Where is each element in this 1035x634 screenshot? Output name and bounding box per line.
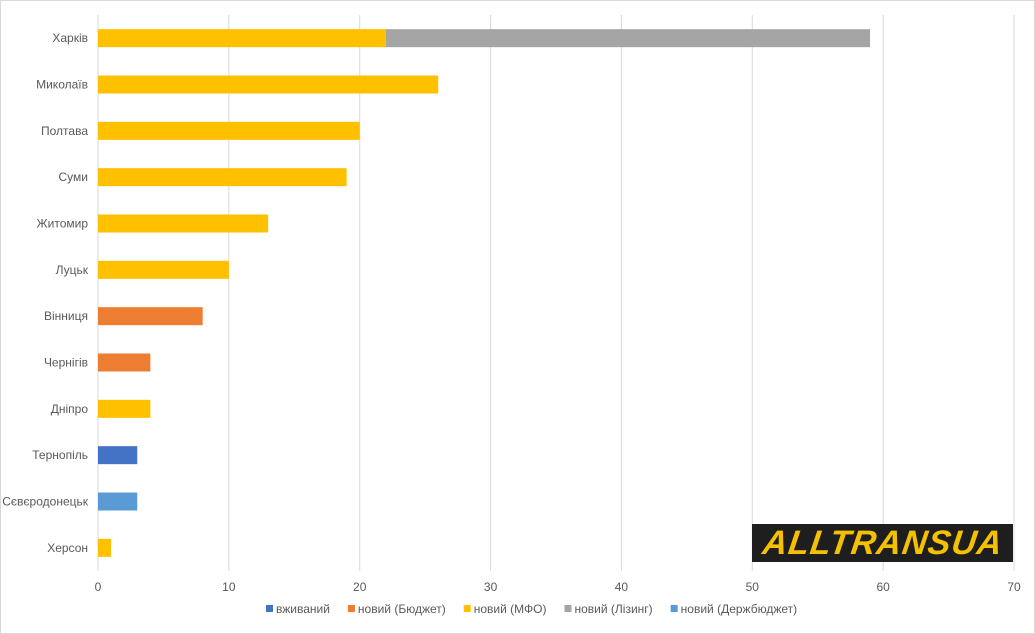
- bar-segment: [98, 353, 151, 372]
- x-tick-label: 20: [353, 580, 367, 594]
- bar-segment: [98, 121, 360, 140]
- alltransua-logo: ALLTRANSUA: [752, 524, 1013, 562]
- x-tick-label: 40: [615, 580, 629, 594]
- bar-segment: [98, 446, 138, 465]
- category-label: Вінниця: [44, 309, 88, 323]
- category-label: Луцьк: [56, 263, 89, 277]
- category-label: Харків: [52, 31, 88, 45]
- bar-segment: [98, 492, 138, 511]
- bar-segment: [98, 399, 151, 418]
- legend-swatch: [463, 605, 471, 612]
- category-label: Сєвєродонецьк: [2, 495, 88, 509]
- gridlines: [97, 15, 1015, 571]
- legend-label: новий (Лізинг): [574, 602, 652, 616]
- category-label: Миколаїв: [36, 78, 88, 92]
- bar-segment: [98, 260, 229, 279]
- category-label: Суми: [59, 170, 88, 184]
- category-label: Дніпро: [51, 402, 89, 416]
- x-tick-label: 50: [746, 580, 760, 594]
- legend-label: новий (МФО): [474, 602, 547, 616]
- x-axis-tick-labels: 0 10 20 30 40 50 60 70: [95, 580, 1021, 594]
- legend-label: новий (Бюджет): [358, 602, 446, 616]
- category-label: Тернопіль: [32, 448, 88, 462]
- legend-swatch: [564, 605, 572, 612]
- bar-segment: [98, 214, 269, 233]
- legend-label: новий (Держбюджет): [681, 602, 797, 616]
- x-tick-label: 0: [95, 580, 102, 594]
- x-tick-label: 70: [1007, 580, 1021, 594]
- category-label: Херсон: [47, 541, 88, 555]
- x-tick-label: 60: [876, 580, 890, 594]
- bar-segment: [98, 168, 347, 187]
- category-label: Житомир: [37, 217, 89, 231]
- bar-segment: [385, 29, 871, 48]
- category-labels: Харків Миколаїв Полтава Суми Житомир Луцьк Він…: [2, 31, 88, 555]
- bar-segment: [98, 538, 112, 557]
- bar-segment: [98, 307, 203, 326]
- legend-label: вживаний: [276, 602, 330, 616]
- legend-swatch: [347, 605, 355, 612]
- legend: вживаний новий (Бюджет) новий (МФО) новий (…: [266, 602, 797, 616]
- bar-segment: [98, 29, 386, 48]
- legend-swatch: [670, 605, 678, 612]
- bars: [98, 29, 871, 557]
- legend-swatch: [266, 605, 273, 612]
- x-tick-label: 10: [222, 580, 236, 594]
- category-label: Полтава: [41, 124, 88, 138]
- category-label: Чернігів: [44, 356, 88, 370]
- x-tick-label: 30: [484, 580, 498, 594]
- bar-segment: [98, 75, 439, 94]
- logo-text: ALLTRANSUA: [759, 523, 1006, 562]
